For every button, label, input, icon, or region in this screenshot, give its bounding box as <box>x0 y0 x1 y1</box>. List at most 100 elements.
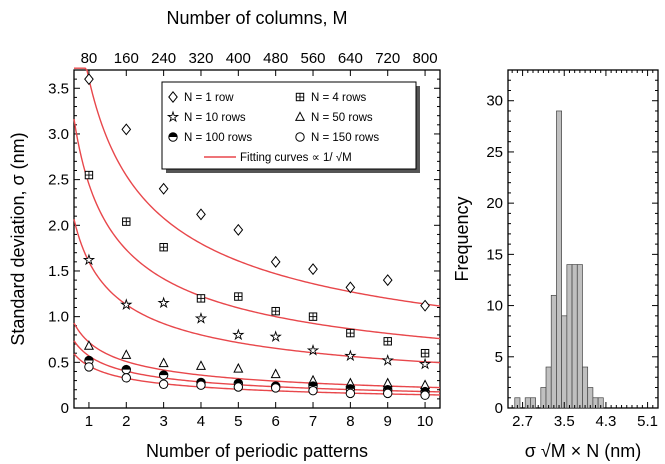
x-tick-label: 7 <box>309 413 317 430</box>
data-point <box>420 348 430 358</box>
histogram-bar <box>561 315 568 409</box>
fitting-curves <box>73 67 441 396</box>
legend-marker <box>166 110 180 123</box>
histogram-bar <box>582 366 589 409</box>
data-point <box>83 340 94 350</box>
data-point <box>84 362 94 372</box>
legend-label: N = 4 rows <box>311 92 367 104</box>
x-tick-label: 10 <box>417 413 434 430</box>
data-point <box>158 379 169 389</box>
data-point <box>345 281 356 294</box>
top-x-tick-label: 240 <box>151 50 176 67</box>
x-tick-label: 2 <box>122 413 130 430</box>
data-point <box>195 360 207 370</box>
y-tick-label: 0.5 <box>48 354 69 371</box>
y-tick-label: 1.0 <box>48 309 69 326</box>
data-point <box>120 298 133 311</box>
data-point <box>158 357 169 368</box>
data-point <box>158 182 169 195</box>
histogram-bar <box>576 264 583 409</box>
scatter-plot-frame <box>73 69 441 409</box>
data-point <box>196 380 206 390</box>
histogram-bar <box>540 387 547 409</box>
histogram-frame <box>507 69 659 409</box>
data-point <box>308 312 318 321</box>
histogram-bar <box>550 294 557 409</box>
x-tick-label: 9 <box>384 413 392 430</box>
histogram-x-ticks: 2.7 3.5 4.3 5.1 <box>511 70 658 430</box>
data-point <box>269 330 282 342</box>
top-axis-title: Number of columns, M <box>166 8 347 28</box>
data-point <box>270 383 281 393</box>
hist-x-tick-label: 4.3 <box>595 413 616 430</box>
fit-curve <box>73 353 441 396</box>
hist-y-tick-label: 0 <box>495 400 503 417</box>
histogram-bar <box>571 264 578 409</box>
data-point <box>344 349 357 362</box>
y-axis-title: Standard deviation, σ (nm) <box>8 132 28 345</box>
data-points <box>82 73 432 400</box>
data-point <box>306 343 320 356</box>
histogram-bar <box>566 264 573 409</box>
legend-label: N = 10 rows <box>184 112 246 124</box>
data-point <box>196 208 206 221</box>
legend-items: N = 1 row N = 4 rows N = 10 rows N = 50 row… <box>166 91 379 144</box>
bottom-x-ticks: 1 2 3 4 5 6 7 8 9 10 <box>85 402 434 430</box>
data-point <box>82 253 96 266</box>
hist-y-tick-label: 10 <box>486 298 503 315</box>
data-point <box>234 292 243 301</box>
data-point <box>233 382 244 392</box>
x-tick-label: 1 <box>85 413 93 430</box>
data-point <box>383 388 393 399</box>
histogram-y-ticks: 0 5 10 15 20 25 30 <box>486 69 658 417</box>
legend-marker <box>168 132 178 142</box>
x-tick-label: 8 <box>346 413 354 430</box>
data-point <box>233 223 244 236</box>
histogram-bar <box>545 366 552 409</box>
legend-marker <box>295 132 305 142</box>
fit-curve <box>73 118 441 340</box>
data-point <box>381 354 394 366</box>
legend-label: N = 150 rows <box>311 132 379 144</box>
fit-curve <box>73 219 441 364</box>
scatter-panel: Number of columns, M 1 2 3 4 5 6 7 8 9 10 80 160 24… <box>8 8 441 461</box>
top-x-ticks: 80 160 240 320 400 480 560 640 720 800 <box>81 50 438 76</box>
data-point <box>122 217 131 226</box>
histogram-x-axis-title: σ √M × N (nm) <box>525 441 642 461</box>
y-tick-label: 2.0 <box>48 217 69 234</box>
top-x-tick-label: 400 <box>226 50 251 67</box>
legend-marker <box>294 111 306 121</box>
histogram-y-axis-title: Frequency <box>452 196 472 281</box>
data-point <box>121 364 131 375</box>
top-x-tick-label: 560 <box>301 50 326 67</box>
top-x-tick-label: 720 <box>375 50 400 67</box>
hist-x-tick-label: 2.7 <box>512 413 533 430</box>
fit-curve <box>73 340 441 393</box>
data-point <box>158 370 169 380</box>
data-point <box>270 368 281 379</box>
histogram-panel: 0 5 10 15 20 25 30 2.7 3.5 4.3 5.1 Frequency σ √M… <box>452 69 659 461</box>
data-point <box>84 355 94 366</box>
data-point <box>121 373 131 383</box>
histogram-bars <box>514 110 604 409</box>
hist-y-tick-label: 30 <box>486 93 503 110</box>
hist-y-tick-label: 15 <box>486 246 503 263</box>
top-x-tick-label: 640 <box>338 50 363 67</box>
top-x-tick-label: 160 <box>114 50 139 67</box>
y-tick-label: 1.5 <box>48 263 69 280</box>
data-point <box>157 296 170 309</box>
legend-box <box>161 81 417 170</box>
legend-marker <box>295 92 305 102</box>
legend-label: N = 1 row <box>184 92 234 104</box>
histogram-bar <box>556 110 562 409</box>
histogram-bar <box>587 387 594 409</box>
x-tick-label: 4 <box>197 413 205 430</box>
data-point <box>420 299 430 312</box>
top-x-tick-label: 800 <box>413 50 438 67</box>
y-tick-label: 0 <box>61 400 69 417</box>
hist-x-tick-label: 3.5 <box>554 413 575 430</box>
x-tick-label: 6 <box>272 413 280 430</box>
data-point <box>345 388 356 399</box>
x-tick-label: 3 <box>159 413 167 430</box>
